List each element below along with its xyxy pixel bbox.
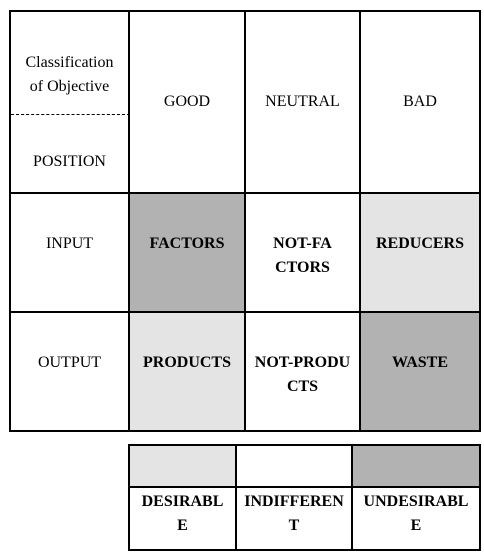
- legend-table: DESIRABLE INDIFFERENT UNDESIRABLE: [128, 444, 481, 551]
- cell-label: WASTE: [391, 354, 449, 371]
- legend-label: DESIRABLE: [141, 493, 224, 534]
- legend-swatch-desirable: [130, 446, 235, 486]
- classification-of-objective-label: Classification of Objective: [25, 54, 114, 95]
- row-header-label: INPUT: [45, 235, 94, 252]
- cell-reducers: REDUCERS: [361, 194, 479, 311]
- legend-divider: [351, 446, 353, 549]
- legend-label-undesirable: UNDESIRABLE: [353, 488, 479, 540]
- column-header-good: GOOD: [130, 12, 244, 192]
- column-header-neutral: NEUTRAL: [246, 12, 359, 192]
- legend-divider: [235, 446, 237, 549]
- cell-label: NOT-PRODUCTS: [254, 354, 351, 395]
- header-corner-objective: Classification of Objective: [11, 42, 128, 108]
- header-corner-position: POSITION: [11, 150, 128, 174]
- legend-divider: [130, 486, 479, 488]
- column-header-label: GOOD: [163, 93, 211, 110]
- legend-label-desirable: DESIRABLE: [130, 488, 235, 540]
- legend-swatch-undesirable: [353, 446, 479, 486]
- row-header-output: OUTPUT: [11, 313, 128, 430]
- legend-label-indifferent: INDIFFERENT: [237, 488, 351, 540]
- grid-divider: [11, 311, 479, 313]
- row-header-input: INPUT: [11, 194, 128, 311]
- cell-label: REDUCERS: [375, 235, 464, 252]
- column-header-label: BAD: [403, 93, 437, 110]
- cell-label: PRODUCTS: [142, 354, 231, 371]
- grid-divider: [11, 192, 479, 194]
- cell-products-bg: [130, 313, 246, 430]
- cell-factors: FACTORS: [130, 194, 244, 311]
- legend-swatch-indifferent: [237, 446, 351, 486]
- grid-divider: [359, 12, 361, 430]
- position-label: POSITION: [33, 153, 106, 170]
- legend-label: INDIFFERENT: [244, 493, 344, 534]
- classification-table: Classification of Objective POSITION GOO…: [9, 10, 481, 432]
- legend-label: UNDESIRABLE: [363, 493, 469, 534]
- cell-label: FACTORS: [149, 235, 225, 252]
- cell-label: NOT-FACTORS: [273, 235, 332, 276]
- cell-products: PRODUCTS: [130, 313, 244, 430]
- cell-reducers-bg: [361, 194, 479, 312]
- column-header-bad: BAD: [361, 12, 479, 192]
- row-header-label: OUTPUT: [37, 354, 102, 371]
- cell-waste: WASTE: [361, 313, 479, 430]
- corner-dashed-divider: [11, 114, 130, 115]
- cell-not-factors: NOT-FACTORS: [246, 194, 359, 311]
- cell-factors-bg: [130, 194, 246, 312]
- cell-waste-bg: [361, 313, 479, 430]
- column-header-label: NEUTRAL: [265, 93, 340, 110]
- grid-divider: [128, 12, 130, 430]
- cell-not-products: NOT-PRODUCTS: [246, 313, 359, 430]
- grid-divider: [244, 12, 246, 430]
